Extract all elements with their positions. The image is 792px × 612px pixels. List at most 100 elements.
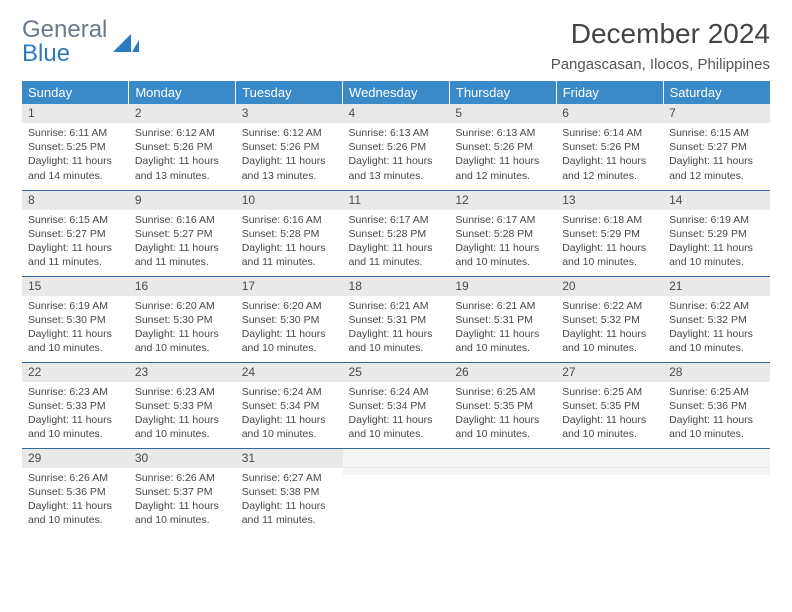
day-details: Sunrise: 6:21 AMSunset: 5:31 PMDaylight:… [449, 296, 556, 360]
day-details: Sunrise: 6:20 AMSunset: 5:30 PMDaylight:… [236, 296, 343, 360]
calendar-day-cell: 27Sunrise: 6:25 AMSunset: 5:35 PMDayligh… [556, 362, 663, 448]
calendar-week-row: 29Sunrise: 6:26 AMSunset: 5:36 PMDayligh… [22, 448, 770, 534]
calendar-day-cell [663, 448, 770, 534]
calendar-day-cell: 7Sunrise: 6:15 AMSunset: 5:27 PMDaylight… [663, 104, 770, 190]
calendar-day-cell: 10Sunrise: 6:16 AMSunset: 5:28 PMDayligh… [236, 190, 343, 276]
weekday-header: Tuesday [236, 81, 343, 104]
day-number: 23 [129, 363, 236, 382]
calendar-day-cell: 29Sunrise: 6:26 AMSunset: 5:36 PMDayligh… [22, 448, 129, 534]
calendar-day-cell: 15Sunrise: 6:19 AMSunset: 5:30 PMDayligh… [22, 276, 129, 362]
day-number: 2 [129, 104, 236, 123]
day-number: 3 [236, 104, 343, 123]
day-details: Sunrise: 6:16 AMSunset: 5:28 PMDaylight:… [236, 210, 343, 274]
day-details: Sunrise: 6:24 AMSunset: 5:34 PMDaylight:… [343, 382, 450, 446]
calendar-day-cell: 12Sunrise: 6:17 AMSunset: 5:28 PMDayligh… [449, 190, 556, 276]
calendar-day-cell: 18Sunrise: 6:21 AMSunset: 5:31 PMDayligh… [343, 276, 450, 362]
calendar-day-cell: 9Sunrise: 6:16 AMSunset: 5:27 PMDaylight… [129, 190, 236, 276]
day-number: 30 [129, 449, 236, 468]
day-number: 17 [236, 277, 343, 296]
title-block: December 2024 Pangascasan, Ilocos, Phili… [551, 18, 770, 73]
calendar-header-row: SundayMondayTuesdayWednesdayThursdayFrid… [22, 81, 770, 104]
day-details: Sunrise: 6:15 AMSunset: 5:27 PMDaylight:… [663, 123, 770, 187]
day-number: 19 [449, 277, 556, 296]
calendar-week-row: 1Sunrise: 6:11 AMSunset: 5:25 PMDaylight… [22, 104, 770, 190]
day-details: Sunrise: 6:22 AMSunset: 5:32 PMDaylight:… [663, 296, 770, 360]
day-number: 25 [343, 363, 450, 382]
day-number: 12 [449, 191, 556, 210]
day-details: Sunrise: 6:13 AMSunset: 5:26 PMDaylight:… [449, 123, 556, 187]
calendar-day-cell [449, 448, 556, 534]
calendar-day-cell: 3Sunrise: 6:12 AMSunset: 5:26 PMDaylight… [236, 104, 343, 190]
calendar-day-cell: 21Sunrise: 6:22 AMSunset: 5:32 PMDayligh… [663, 276, 770, 362]
day-details: Sunrise: 6:19 AMSunset: 5:30 PMDaylight:… [22, 296, 129, 360]
day-number: 22 [22, 363, 129, 382]
day-details: Sunrise: 6:23 AMSunset: 5:33 PMDaylight:… [22, 382, 129, 446]
day-number: 21 [663, 277, 770, 296]
calendar-week-row: 8Sunrise: 6:15 AMSunset: 5:27 PMDaylight… [22, 190, 770, 276]
calendar-day-cell: 16Sunrise: 6:20 AMSunset: 5:30 PMDayligh… [129, 276, 236, 362]
day-details: Sunrise: 6:19 AMSunset: 5:29 PMDaylight:… [663, 210, 770, 274]
calendar-day-cell [343, 448, 450, 534]
day-number: 29 [22, 449, 129, 468]
day-details: Sunrise: 6:24 AMSunset: 5:34 PMDaylight:… [236, 382, 343, 446]
day-number: 28 [663, 363, 770, 382]
calendar-day-cell: 22Sunrise: 6:23 AMSunset: 5:33 PMDayligh… [22, 362, 129, 448]
day-number: 8 [22, 191, 129, 210]
day-number: 5 [449, 104, 556, 123]
calendar-day-cell: 8Sunrise: 6:15 AMSunset: 5:27 PMDaylight… [22, 190, 129, 276]
day-number: 7 [663, 104, 770, 123]
calendar-week-row: 15Sunrise: 6:19 AMSunset: 5:30 PMDayligh… [22, 276, 770, 362]
calendar-day-cell: 6Sunrise: 6:14 AMSunset: 5:26 PMDaylight… [556, 104, 663, 190]
day-details: Sunrise: 6:25 AMSunset: 5:35 PMDaylight:… [556, 382, 663, 446]
day-details: Sunrise: 6:23 AMSunset: 5:33 PMDaylight:… [129, 382, 236, 446]
calendar-day-cell: 23Sunrise: 6:23 AMSunset: 5:33 PMDayligh… [129, 362, 236, 448]
weekday-header: Monday [129, 81, 236, 104]
logo-word-general: General [22, 16, 107, 43]
day-details: Sunrise: 6:25 AMSunset: 5:36 PMDaylight:… [663, 382, 770, 446]
day-number: 27 [556, 363, 663, 382]
logo-word-blue: Blue [22, 40, 70, 67]
header: General Blue December 2024 Pangascasan, … [22, 18, 770, 73]
day-details: Sunrise: 6:18 AMSunset: 5:29 PMDaylight:… [556, 210, 663, 274]
sail-icon [113, 32, 139, 52]
day-number: 31 [236, 449, 343, 468]
calendar-day-cell: 24Sunrise: 6:24 AMSunset: 5:34 PMDayligh… [236, 362, 343, 448]
day-details: Sunrise: 6:26 AMSunset: 5:36 PMDaylight:… [22, 468, 129, 532]
day-details: Sunrise: 6:20 AMSunset: 5:30 PMDaylight:… [129, 296, 236, 360]
day-number: 10 [236, 191, 343, 210]
calendar-day-cell: 26Sunrise: 6:25 AMSunset: 5:35 PMDayligh… [449, 362, 556, 448]
calendar-day-cell: 19Sunrise: 6:21 AMSunset: 5:31 PMDayligh… [449, 276, 556, 362]
day-number: 16 [129, 277, 236, 296]
calendar-day-cell: 25Sunrise: 6:24 AMSunset: 5:34 PMDayligh… [343, 362, 450, 448]
day-details: Sunrise: 6:17 AMSunset: 5:28 PMDaylight:… [343, 210, 450, 274]
day-number: 15 [22, 277, 129, 296]
day-details: Sunrise: 6:15 AMSunset: 5:27 PMDaylight:… [22, 210, 129, 274]
day-number: 18 [343, 277, 450, 296]
day-number: 6 [556, 104, 663, 123]
day-number: 26 [449, 363, 556, 382]
calendar-day-cell: 1Sunrise: 6:11 AMSunset: 5:25 PMDaylight… [22, 104, 129, 190]
day-number: 11 [343, 191, 450, 210]
calendar-day-cell: 11Sunrise: 6:17 AMSunset: 5:28 PMDayligh… [343, 190, 450, 276]
day-number: 24 [236, 363, 343, 382]
day-details: Sunrise: 6:27 AMSunset: 5:38 PMDaylight:… [236, 468, 343, 532]
day-details: Sunrise: 6:16 AMSunset: 5:27 PMDaylight:… [129, 210, 236, 274]
weekday-header: Thursday [449, 81, 556, 104]
day-details: Sunrise: 6:11 AMSunset: 5:25 PMDaylight:… [22, 123, 129, 187]
day-details: Sunrise: 6:12 AMSunset: 5:26 PMDaylight:… [129, 123, 236, 187]
calendar-day-cell: 17Sunrise: 6:20 AMSunset: 5:30 PMDayligh… [236, 276, 343, 362]
calendar-week-row: 22Sunrise: 6:23 AMSunset: 5:33 PMDayligh… [22, 362, 770, 448]
calendar-table: SundayMondayTuesdayWednesdayThursdayFrid… [22, 81, 770, 534]
calendar-day-cell: 31Sunrise: 6:27 AMSunset: 5:38 PMDayligh… [236, 448, 343, 534]
weekday-header: Saturday [663, 81, 770, 104]
weekday-header: Friday [556, 81, 663, 104]
weekday-header: Sunday [22, 81, 129, 104]
calendar-day-cell: 20Sunrise: 6:22 AMSunset: 5:32 PMDayligh… [556, 276, 663, 362]
day-number: 13 [556, 191, 663, 210]
calendar-day-cell [556, 448, 663, 534]
day-number: 4 [343, 104, 450, 123]
day-details: Sunrise: 6:13 AMSunset: 5:26 PMDaylight:… [343, 123, 450, 187]
day-number: 20 [556, 277, 663, 296]
day-details: Sunrise: 6:12 AMSunset: 5:26 PMDaylight:… [236, 123, 343, 187]
location: Pangascasan, Ilocos, Philippines [551, 56, 770, 73]
